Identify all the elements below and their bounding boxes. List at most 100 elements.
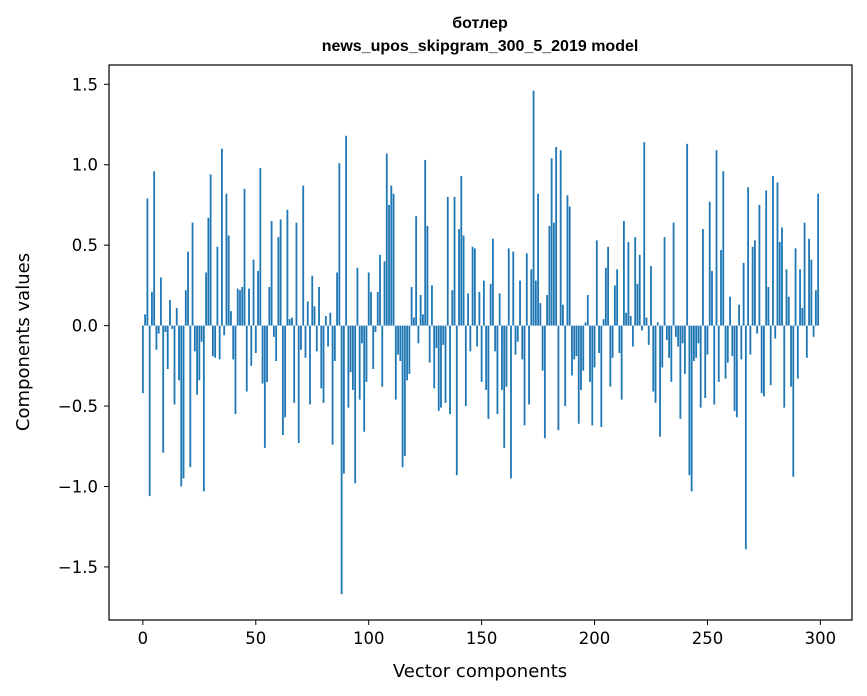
bar-component-295 xyxy=(808,238,810,326)
bar-component-235 xyxy=(672,222,675,326)
bar-component-51 xyxy=(257,270,259,326)
bar-component-156 xyxy=(494,325,497,352)
bar-component-299 xyxy=(817,193,820,326)
bar-component-163 xyxy=(510,325,512,479)
bar-component-80 xyxy=(322,325,325,403)
bar-component-118 xyxy=(408,325,411,374)
bar-component-238 xyxy=(679,325,682,419)
bar-component-116 xyxy=(403,325,406,456)
bar-component-195 xyxy=(582,325,585,371)
bar-component-112 xyxy=(394,325,397,400)
bar-component-175 xyxy=(537,193,539,326)
bar-component-253 xyxy=(713,325,716,405)
bar-component-19 xyxy=(184,290,187,326)
bar-component-282 xyxy=(778,241,781,326)
bar-component-286 xyxy=(787,296,790,326)
bar-component-96 xyxy=(358,325,361,400)
bar-component-85 xyxy=(333,325,336,361)
bar-component-298 xyxy=(814,290,817,326)
bar-component-86 xyxy=(336,272,338,326)
bar-component-234 xyxy=(670,325,673,382)
bar-component-37 xyxy=(225,193,228,326)
bar-component-94 xyxy=(354,325,357,484)
bar-component-208 xyxy=(611,325,614,358)
bar-component-211 xyxy=(618,325,621,353)
bar-component-225 xyxy=(650,266,652,326)
bar-component-153 xyxy=(487,325,490,419)
bar-component-262 xyxy=(733,325,736,411)
bar-component-81 xyxy=(324,315,327,326)
bar-component-171 xyxy=(528,325,530,405)
bar-component-256 xyxy=(720,250,722,326)
bar-component-283 xyxy=(781,227,783,326)
bar-component-97 xyxy=(361,325,363,344)
bar-component-143 xyxy=(464,325,467,407)
bar-component-296 xyxy=(810,259,813,326)
bar-component-16 xyxy=(178,325,180,381)
bar-component-279 xyxy=(772,176,774,326)
bar-component-59 xyxy=(275,325,278,361)
bar-component-232 xyxy=(665,325,668,341)
bar-component-13 xyxy=(171,325,174,329)
bar-component-157 xyxy=(496,325,499,415)
bar-component-40 xyxy=(232,325,235,360)
bar-component-258 xyxy=(724,325,727,379)
bar-component-268 xyxy=(747,187,750,326)
bar-component-183 xyxy=(555,147,558,326)
bar-component-174 xyxy=(534,280,537,326)
bar-component-49 xyxy=(252,259,255,326)
bar-component-39 xyxy=(230,311,232,326)
bar-component-147 xyxy=(473,248,476,326)
bar-component-99 xyxy=(365,325,368,382)
bar-component-239 xyxy=(681,325,684,344)
bar-component-245 xyxy=(695,325,698,358)
bar-component-164 xyxy=(512,251,515,326)
x-tick-label: 50 xyxy=(245,629,266,648)
bar-component-149 xyxy=(478,291,481,326)
bar-component-36 xyxy=(223,325,226,336)
bar-component-269 xyxy=(749,325,752,355)
bar-component-243 xyxy=(690,325,693,492)
bar-component-206 xyxy=(607,246,609,326)
bar-component-35 xyxy=(221,148,223,326)
x-tick-label: 300 xyxy=(805,629,837,648)
bar-component-26 xyxy=(200,325,203,342)
y-tick-label: 1.0 xyxy=(72,156,98,175)
bar-component-67 xyxy=(293,325,296,403)
bar-component-280 xyxy=(774,325,777,339)
bar-component-30 xyxy=(209,174,212,326)
bar-component-57 xyxy=(270,221,273,326)
bar-component-79 xyxy=(320,325,323,389)
bar-component-72 xyxy=(304,325,307,358)
bar-component-56 xyxy=(268,287,271,326)
bar-component-23 xyxy=(193,325,196,352)
bar-component-191 xyxy=(573,325,576,360)
bar-component-241 xyxy=(686,143,689,326)
bar-component-182 xyxy=(552,222,555,326)
bar-component-275 xyxy=(763,325,765,397)
bar-component-194 xyxy=(580,325,582,390)
bar-component-167 xyxy=(519,280,521,326)
bar-component-270 xyxy=(751,246,754,326)
bar-component-160 xyxy=(503,325,506,448)
bar-component-236 xyxy=(674,325,677,337)
bar-component-104 xyxy=(376,291,379,326)
bar-component-11 xyxy=(166,325,169,370)
bar-component-177 xyxy=(541,325,544,371)
bar-component-261 xyxy=(731,325,734,357)
bar-component-92 xyxy=(349,325,352,373)
bar-component-257 xyxy=(722,171,725,326)
bar-component-285 xyxy=(785,269,788,326)
bar-component-77 xyxy=(315,325,318,352)
bar-component-53 xyxy=(261,325,264,384)
bar-component-20 xyxy=(187,251,189,326)
bar-component-139 xyxy=(455,325,458,476)
bar-component-165 xyxy=(514,325,517,355)
bar-component-271 xyxy=(753,240,756,326)
bar-component-46 xyxy=(245,325,248,392)
bar-component-110 xyxy=(390,185,393,326)
bar-component-15 xyxy=(175,307,178,326)
bar-component-186 xyxy=(562,304,564,326)
bar-component-93 xyxy=(352,325,354,390)
bar-component-154 xyxy=(489,283,492,326)
